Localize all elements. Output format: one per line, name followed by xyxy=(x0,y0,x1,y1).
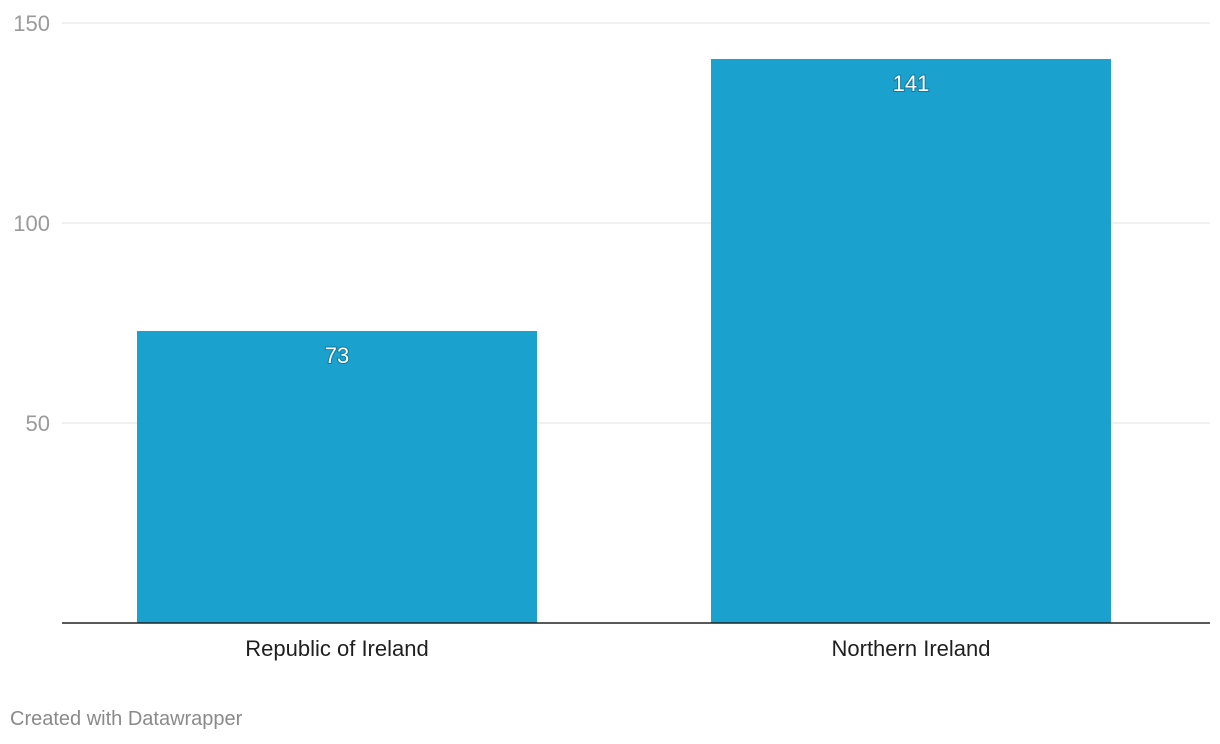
bar-northern-ireland[interactable] xyxy=(711,59,1111,623)
bar-republic-of-ireland[interactable] xyxy=(137,331,537,623)
value-label-republic-of-ireland: 73 xyxy=(325,343,349,368)
value-label-northern-ireland: 141 xyxy=(893,71,930,96)
bar-chart: 50 100 150 73 Republic of Ireland 141 Northern… xyxy=(13,11,1210,661)
x-category-label-republic-of-ireland: Republic of Ireland xyxy=(245,636,428,661)
y-tick-label-100: 100 xyxy=(13,211,50,236)
y-tick-label-150: 150 xyxy=(13,11,50,36)
x-category-label-northern-ireland: Northern Ireland xyxy=(832,636,991,661)
y-tick-label-50: 50 xyxy=(26,411,50,436)
credit-text[interactable]: Created with Datawrapper xyxy=(10,708,243,730)
